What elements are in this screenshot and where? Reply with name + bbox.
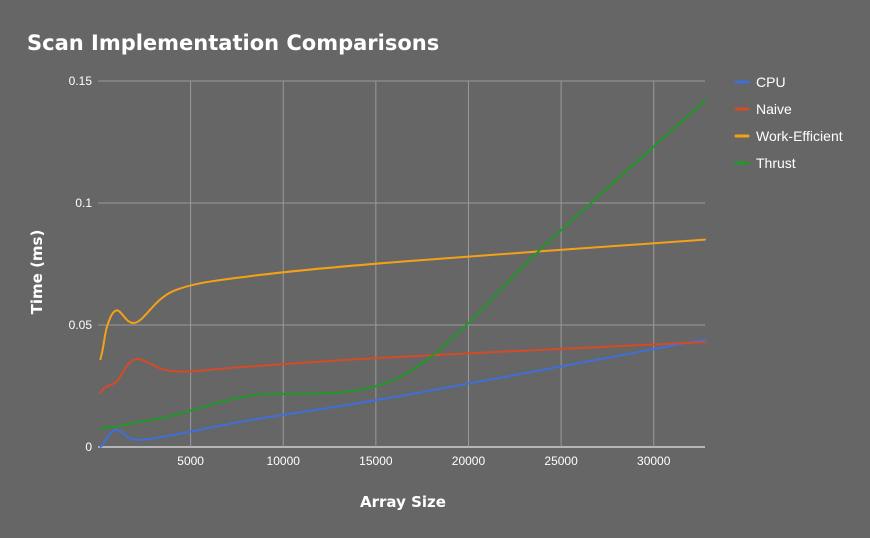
x-axis-title: Array Size	[360, 493, 446, 511]
legend-label-naive: Naive	[756, 101, 792, 117]
series-line-naive	[99, 341, 706, 395]
x-tick-label: 30000	[637, 454, 671, 468]
series-line-work-efficient	[99, 238, 706, 361]
legend-label-work-efficient: Work-Efficient	[756, 128, 843, 144]
chart-title: Scan Implementation Comparisons	[27, 31, 439, 55]
series-line-thrust	[99, 99, 706, 430]
legend-label-cpu: CPU	[756, 74, 786, 90]
x-tick-label: 15000	[359, 454, 393, 468]
legend-label-thrust: Thrust	[756, 155, 796, 171]
tick-labels: 0 0.05 0.1 0.15 5000 10000 15000 20000 25000 3000…	[69, 74, 671, 468]
x-tick-label: 5000	[177, 454, 204, 468]
y-tick-label: 0	[85, 440, 92, 454]
x-tick-label: 25000	[544, 454, 578, 468]
x-tick-label: 20000	[452, 454, 486, 468]
legend: CPU Naive Work-Efficient Thrust	[734, 74, 843, 171]
gridlines	[98, 80, 705, 448]
x-tick-label: 10000	[267, 454, 301, 468]
series-lines	[99, 99, 706, 448]
y-axis-title: Time (ms)	[28, 230, 46, 315]
y-tick-label: 0.15	[69, 74, 93, 88]
y-tick-label: 0.1	[75, 196, 92, 210]
y-tick-label: 0.05	[69, 318, 93, 332]
series-line-cpu	[99, 338, 706, 448]
